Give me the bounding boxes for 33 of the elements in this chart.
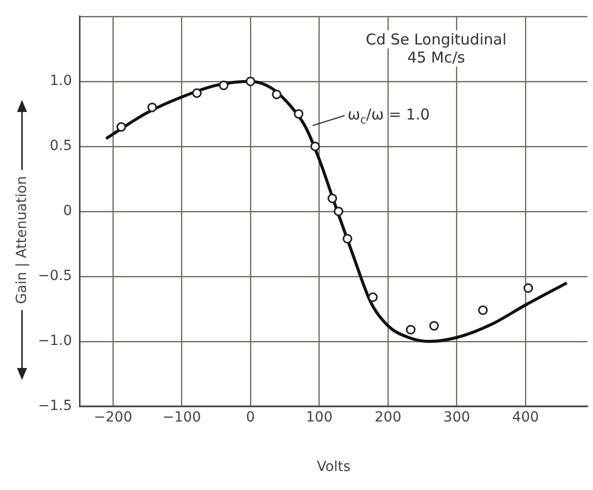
x-tick-label: −200 (94, 409, 132, 426)
point (294, 109, 304, 119)
point (478, 305, 488, 315)
y-tick-label: −1.0 (38, 333, 72, 350)
point (523, 283, 534, 293)
point (328, 194, 338, 204)
y-axis-title: Gain | Attenuation (14, 176, 30, 304)
y-tick-label: 0.5 (50, 138, 72, 154)
x-tick-label: 400 (512, 409, 539, 426)
text: Cd Se Longitudinal (366, 30, 506, 48)
x-tick-label: 0 (246, 409, 255, 426)
point (429, 321, 439, 331)
x-tick-label: 200 (374, 409, 402, 426)
text: 45 Mc/s (407, 48, 466, 66)
point (218, 80, 228, 90)
point (310, 142, 320, 152)
point (116, 122, 126, 132)
y-tick-label: 0 (63, 203, 72, 220)
x-tick-label: 100 (306, 409, 333, 426)
y-tick-label: 1.0 (50, 73, 72, 90)
point (406, 324, 416, 334)
x-tick-label: −100 (162, 409, 201, 426)
y-tick-label: −1.5 (38, 398, 72, 414)
point (334, 206, 344, 216)
point (272, 90, 282, 100)
x-axis-title: Volts (316, 459, 351, 476)
point (342, 234, 352, 244)
point (368, 292, 378, 302)
x-tick-label: 300 (443, 409, 470, 426)
point (192, 88, 202, 98)
point (246, 76, 256, 86)
point (147, 102, 157, 112)
y-tick-label: −0.5 (38, 268, 72, 284)
